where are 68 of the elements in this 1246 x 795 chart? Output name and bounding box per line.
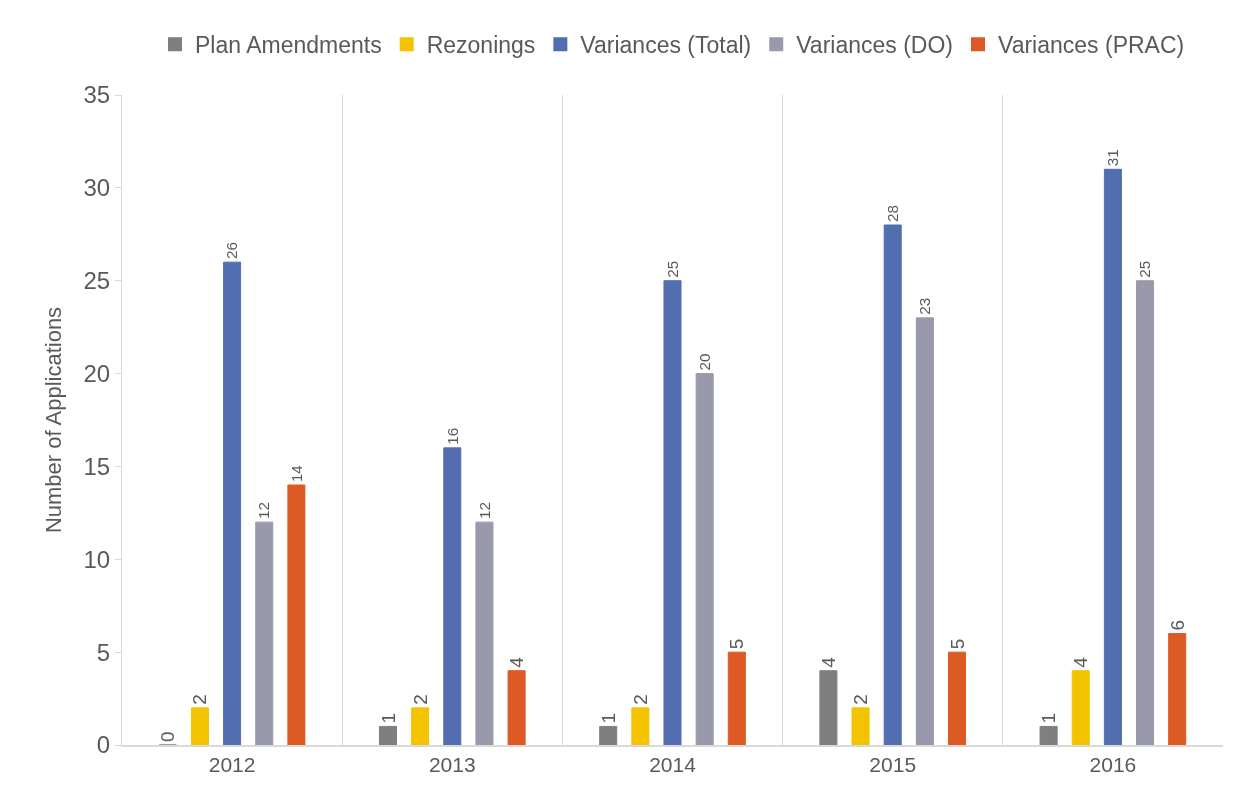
bar <box>1071 670 1090 745</box>
bar <box>443 447 462 745</box>
y-tick-label: 0 <box>96 731 111 759</box>
bar <box>1039 725 1058 745</box>
legend-label: Variances (DO) <box>796 32 954 59</box>
data-label: 2 <box>629 694 651 705</box>
bar <box>1168 633 1187 745</box>
y-tick-label: 15 <box>83 452 111 480</box>
data-label: 31 <box>1104 149 1122 167</box>
data-label: 1 <box>377 712 399 724</box>
data-label: 0 <box>157 731 179 742</box>
data-label: 4 <box>1070 656 1092 668</box>
data-label: 12 <box>475 502 493 520</box>
data-label: 20 <box>695 353 713 371</box>
y-tick-label: 20 <box>83 359 111 387</box>
data-label: 5 <box>946 638 968 650</box>
y-tick-label: 10 <box>83 545 111 573</box>
legend-label: Plan Amendments <box>195 32 382 59</box>
data-label: 5 <box>726 638 748 650</box>
y-tick-label: 30 <box>83 174 111 202</box>
data-label: 28 <box>883 204 901 222</box>
data-label: 14 <box>287 465 305 482</box>
data-label: 2 <box>409 694 431 705</box>
bar <box>507 670 526 745</box>
data-label: 12 <box>255 502 273 520</box>
data-label: 6 <box>1166 619 1188 631</box>
data-label: 2 <box>850 694 872 705</box>
data-label: 1 <box>597 712 619 724</box>
bar <box>631 707 650 745</box>
legend-label: Variances (PRAC) <box>998 32 1185 59</box>
bar <box>695 373 714 745</box>
data-label: 4 <box>506 656 528 668</box>
bar <box>287 484 306 745</box>
bar <box>819 670 838 745</box>
legend-label: Variances (Total) <box>580 32 752 59</box>
y-tick-label: 35 <box>83 81 111 109</box>
x-tick-label: 2013 <box>428 753 476 777</box>
bar <box>475 521 494 745</box>
data-label: 4 <box>817 656 839 668</box>
bar <box>223 261 242 745</box>
bar <box>255 521 274 745</box>
bar <box>1103 168 1122 745</box>
x-tick-label: 2014 <box>649 753 697 777</box>
bar <box>599 725 618 745</box>
x-tick-label: 2016 <box>1089 753 1137 777</box>
bar <box>851 707 870 745</box>
bar <box>883 224 902 745</box>
x-tick-label: 2012 <box>208 753 256 777</box>
y-axis-title: Number of Applications <box>41 306 67 534</box>
data-label: 1 <box>1038 712 1060 724</box>
data-label: 23 <box>916 297 934 315</box>
bar <box>190 707 209 745</box>
data-label: 2 <box>189 694 211 705</box>
bar <box>915 317 934 745</box>
bar <box>1136 280 1155 745</box>
x-tick-label: 2015 <box>869 753 917 777</box>
bar <box>378 725 398 745</box>
bar <box>727 651 746 745</box>
y-tick-label: 5 <box>96 638 111 666</box>
bar <box>411 707 430 745</box>
legend-label: Rezonings <box>426 32 536 59</box>
y-tick-label: 25 <box>83 267 111 295</box>
bar <box>947 651 967 745</box>
data-label: 25 <box>1136 260 1154 278</box>
data-label: 16 <box>443 427 461 445</box>
data-label: 25 <box>663 260 681 278</box>
bar <box>663 280 682 745</box>
data-label: 26 <box>223 242 241 260</box>
